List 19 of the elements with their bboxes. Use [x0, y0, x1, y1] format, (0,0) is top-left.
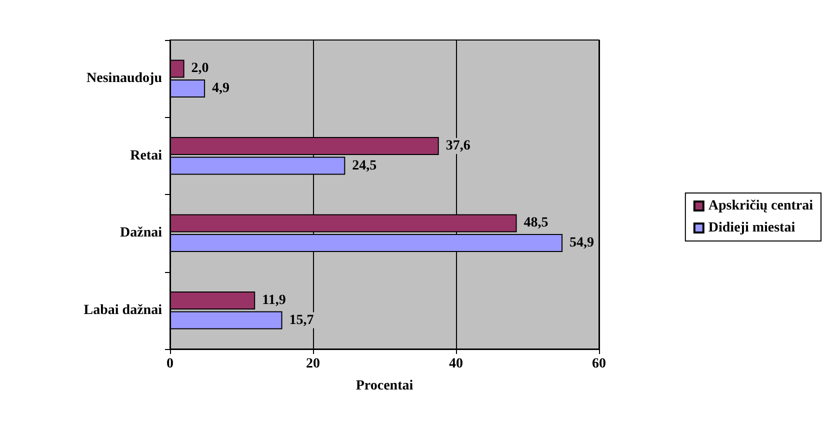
x-tick-label: 40: [449, 356, 463, 372]
x-axis-title: Procentai: [356, 378, 414, 394]
y-tick-label: Retai: [130, 148, 162, 164]
y-tick-label: Dažnai: [120, 226, 162, 241]
data-label: 37,6: [446, 138, 470, 154]
data-label: 15,7: [289, 312, 314, 328]
legend-label: Didieji miestai: [708, 220, 796, 236]
data-label: 11,9: [262, 292, 286, 308]
legend-label: Apskričių centrai: [708, 198, 814, 214]
x-tick-label: 20: [306, 356, 320, 372]
y-tick-label: Nesinaudoju: [86, 71, 162, 86]
x-tick-label: 60: [592, 356, 606, 372]
data-label: 4,9: [212, 81, 230, 96]
data-label: 2,0: [191, 61, 209, 76]
data-label: 48,5: [524, 216, 548, 231]
y-tick-label: Labai dažnai: [84, 302, 162, 318]
data-label: 54,9: [570, 236, 594, 251]
x-tick-label: 0: [166, 356, 174, 372]
data-label: 24,5: [352, 158, 377, 174]
